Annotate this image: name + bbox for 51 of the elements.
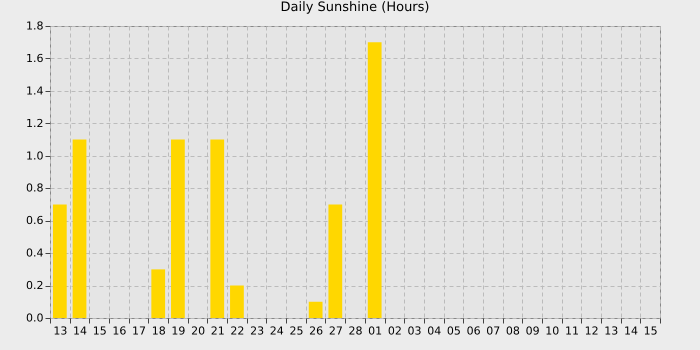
x-tick-label: 23	[250, 324, 264, 338]
bar	[368, 42, 382, 318]
x-tick-label: 04	[427, 324, 442, 338]
bar	[151, 269, 166, 318]
y-tick-label: 1.4	[26, 84, 44, 98]
bar	[308, 302, 323, 318]
y-tick-label: 1.6	[26, 52, 44, 65]
bar	[328, 204, 342, 318]
x-tick-label: 26	[309, 324, 324, 338]
x-tick-label: 10	[545, 324, 560, 338]
x-tick-label: 12	[584, 324, 599, 338]
y-tick-label: 1.0	[26, 149, 44, 162]
x-tick-label: 05	[446, 324, 461, 338]
x-tick-label: 13	[53, 324, 68, 338]
y-tick-label: 0.0	[26, 312, 44, 324]
x-tick-label: 02	[388, 324, 402, 338]
y-tick-label: 1.8	[26, 20, 44, 32]
x-tick-label: 03	[408, 324, 422, 338]
x-tick-label: 15	[92, 324, 107, 338]
chart-title: Daily Sunshine (Hours)	[280, 0, 430, 15]
x-tick-label: 22	[230, 324, 244, 338]
x-tick-label: 19	[171, 324, 186, 338]
x-tick-label: 17	[132, 324, 146, 338]
x-tick-label: 14	[73, 324, 88, 338]
x-tick-label: 08	[506, 324, 520, 338]
x-tick-label: 09	[526, 324, 540, 338]
x-tick-label: 16	[112, 324, 126, 338]
y-tick-label: 0.6	[26, 214, 44, 228]
x-tick-label: 15	[644, 324, 658, 338]
x-tick-label: 24	[270, 324, 284, 338]
x-tick-label: 25	[289, 324, 304, 338]
bar	[230, 286, 244, 318]
bar	[171, 140, 185, 318]
x-tick-label: 06	[466, 324, 481, 338]
y-tick-label: 0.4	[26, 246, 44, 260]
y-tick-label: 1.2	[26, 116, 44, 130]
x-tick-label: 20	[191, 324, 206, 338]
bar	[210, 140, 224, 318]
bar	[52, 204, 67, 318]
x-tick-label: 11	[564, 324, 579, 338]
x-tick-label: 18	[152, 324, 166, 338]
x-tick-label: 14	[624, 324, 638, 338]
bar	[72, 140, 86, 318]
x-tick-label: 27	[328, 324, 343, 338]
x-tick-label: 07	[486, 324, 500, 338]
x-tick-label: 01	[368, 324, 382, 338]
x-tick-label: 28	[348, 324, 362, 338]
x-tick-label: 13	[604, 324, 618, 338]
x-tick-label: 21	[210, 324, 225, 338]
y-tick-label: 0.8	[26, 182, 44, 195]
y-tick-label: 0.2	[26, 279, 44, 292]
